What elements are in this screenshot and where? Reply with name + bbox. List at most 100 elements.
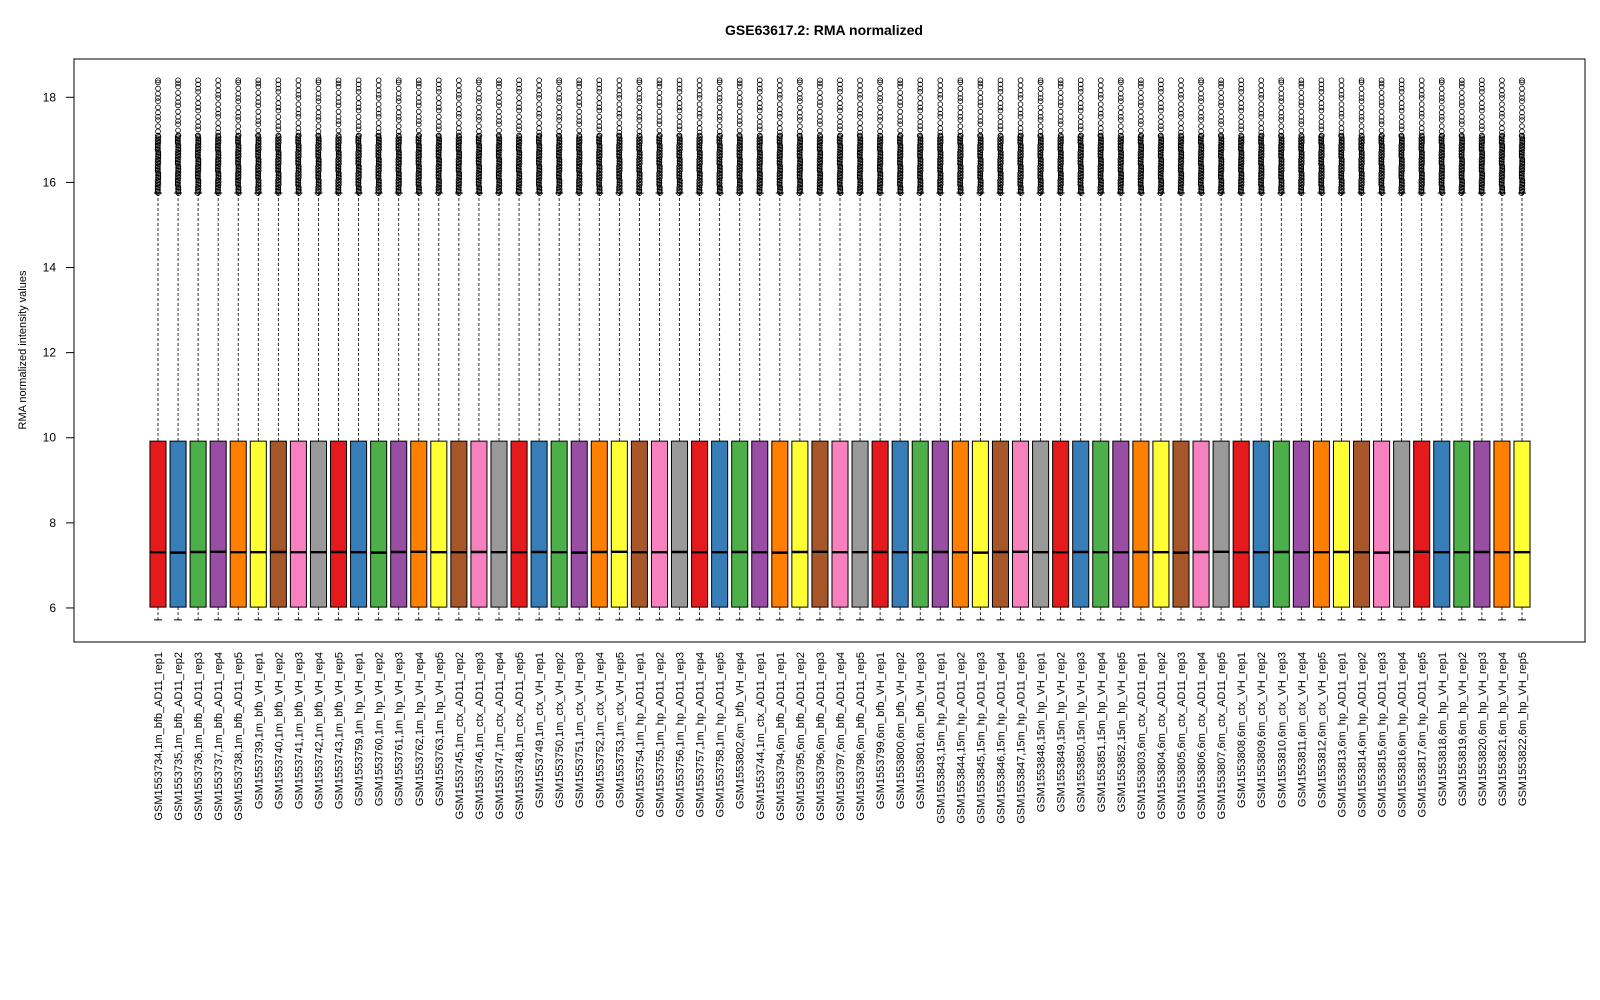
outlier-point [797,95,803,101]
outlier-point [496,121,502,127]
box-44 [1012,77,1030,621]
outlier-point [1358,104,1365,111]
outlier-point [857,91,863,98]
outlier-point [576,99,583,105]
outlier-point [536,129,542,136]
outlier-point [977,83,984,90]
outlier-point [556,98,562,104]
outlier-point [536,110,542,117]
outlier-point [315,104,322,111]
box-37 [871,77,889,621]
outlier-point [556,117,562,123]
outlier-point [556,113,562,120]
outlier-point [315,128,322,135]
outlier-point [1479,113,1485,120]
outlier-point [877,128,883,135]
outlier-point [335,80,342,87]
x-tick-label: GSM1553800,6m_bfb_VH_rep2 [895,652,907,809]
box-67 [1473,77,1491,621]
outlier-point [857,101,863,107]
box-body [811,440,829,608]
outlier-point [957,128,964,135]
outlier-point [1418,101,1425,107]
box-body [490,440,508,608]
outlier-point [817,95,823,101]
x-tick-label: GSM1553735,1m_bfb_AD11_rep2 [173,652,185,821]
outlier-point [616,91,623,98]
outlier-point [596,85,603,92]
outlier-point [175,102,181,109]
outlier-point [716,117,723,123]
box-body [1332,440,1350,608]
box-body [791,440,809,608]
outlier-point [1338,101,1345,107]
outlier-point [516,123,522,129]
outlier-point [315,117,322,123]
outlier-point [295,120,302,126]
x-tick-label: GSM1553818,6m_hp_VH_rep1 [1437,652,1449,806]
outlier-point [817,102,823,109]
outlier-point [977,108,984,115]
outlier-point [436,132,442,139]
box-body [550,440,568,608]
chart-title: GSE63617.2: RMA normalized [725,22,923,38]
outlier-point [656,127,663,134]
x-tick-label: GSM1553746,1m_ctx_AD11_rep3 [474,652,486,819]
box-body [831,440,849,608]
outlier-point [756,107,763,114]
box-body [671,440,689,608]
outlier-point [1057,95,1064,101]
box-42 [971,77,989,621]
x-tick-label: GSM1553804,6m_ctx_AD11_rep2 [1156,652,1168,819]
outlier-point [997,123,1004,129]
x-tick-label: GSM1553750,1m_ctx_VH_rep2 [554,652,566,808]
outlier-point [1017,101,1024,107]
box-19 [510,77,528,621]
outlier-point [496,95,502,101]
x-tick-label: GSM1553739,1m_bfb_VH_rep1 [253,652,265,809]
outlier-point [1057,89,1064,96]
outlier-point [1418,77,1425,84]
outlier-point [255,108,262,115]
outlier-point [215,129,221,136]
outlier-point [375,101,382,107]
outlier-point [616,87,623,94]
outlier-point [355,77,362,84]
outlier-point [716,95,723,101]
outlier-point [696,113,703,120]
x-tick-label: GSM1553797,6m_bfb_AD11_rep4 [835,652,847,821]
outlier-point [877,113,883,120]
x-tick-label: GSM1553759,1m_hp_VH_rep1 [354,652,366,806]
outlier-point [656,99,663,105]
outlier-point [1258,77,1265,84]
outlier-point [235,95,242,101]
outlier-point [175,132,181,139]
outlier-point [596,119,603,125]
box-39 [911,77,929,621]
outlier-point [1358,123,1365,129]
outlier-point [415,127,422,134]
outlier-point [837,119,843,125]
box-body [1473,440,1491,608]
outlier-point [656,121,663,127]
outlier-point [275,132,282,139]
x-tick-label: GSM1553808,6m_ctx_VH_rep1 [1236,652,1248,808]
box-body [470,440,488,608]
outlier-point [355,132,362,139]
outlier-point [155,104,161,111]
outlier-point [195,95,201,101]
outlier-point [456,77,462,84]
outlier-point [556,104,562,111]
outlier-point [636,95,643,101]
box-32 [771,77,789,621]
outlier-point [937,110,944,117]
outlier-point [195,107,201,114]
box-26 [650,77,668,621]
outlier-point [596,132,603,139]
outlier-point [175,77,181,84]
outlier-point [315,98,322,104]
outlier-point [536,87,542,94]
outlier-point [837,126,843,133]
box-body [1393,440,1411,608]
outlier-point [355,119,362,125]
